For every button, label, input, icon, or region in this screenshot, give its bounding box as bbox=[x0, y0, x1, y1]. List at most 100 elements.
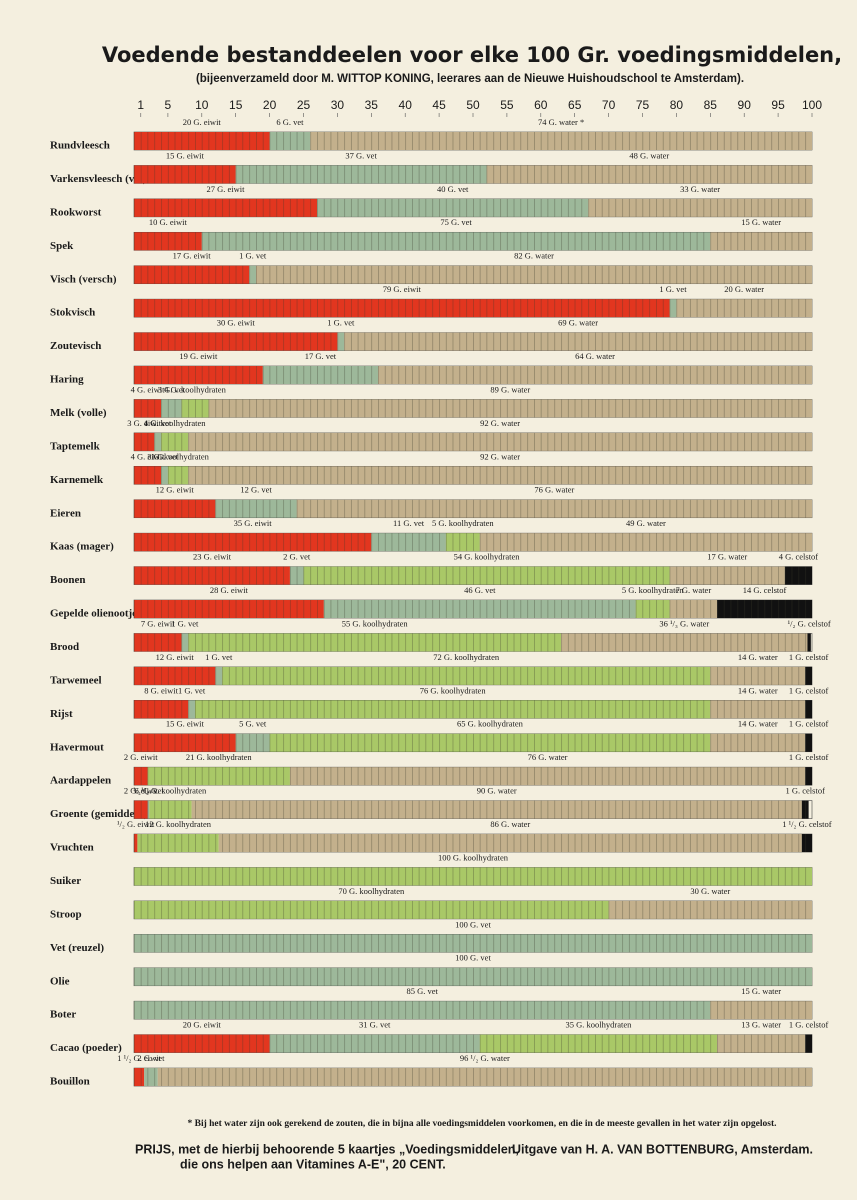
value-label: 15 G. eiwit bbox=[166, 150, 205, 160]
hatch bbox=[134, 800, 812, 819]
value-label: 1 G. vet bbox=[178, 685, 206, 695]
x-tick-label: 50 bbox=[466, 98, 480, 112]
value-label: 85 G. vet bbox=[406, 986, 438, 996]
value-label: 96 ¹/₂ G. water bbox=[460, 1053, 510, 1063]
value-label: 33 G. water bbox=[680, 184, 720, 194]
hatch bbox=[134, 600, 812, 619]
hatch bbox=[134, 366, 812, 385]
value-label: 1 G. celstof bbox=[786, 786, 826, 796]
value-label: 4 G. koolhydraten bbox=[164, 384, 226, 394]
x-tick-label: 65 bbox=[568, 98, 582, 112]
value-label: 89 G. water bbox=[490, 384, 530, 394]
category-label: Rijst bbox=[50, 708, 73, 720]
category-label: Visch (versch) bbox=[50, 273, 117, 285]
value-label: 5 G. koolhydraten bbox=[622, 585, 684, 595]
value-label: 100 G. vet bbox=[455, 953, 491, 963]
value-label: 30 G. eiwit bbox=[217, 318, 256, 328]
x-tick-label: 70 bbox=[602, 98, 616, 112]
hatch bbox=[134, 399, 812, 418]
category-label: Rundvleesch bbox=[50, 140, 110, 152]
value-label: 2 G. eiwit bbox=[124, 786, 158, 796]
x-tick-label: 45 bbox=[432, 98, 446, 112]
value-label: 1 G. celstof bbox=[789, 685, 829, 695]
category-label: Gepelde olienootjes bbox=[50, 608, 142, 620]
category-label: Eieren bbox=[50, 507, 81, 519]
x-tick-label: 30 bbox=[331, 98, 345, 112]
value-label: 4 G. celstof bbox=[779, 552, 819, 562]
value-label: 1 G. vet bbox=[659, 284, 687, 294]
hatch bbox=[134, 132, 812, 150]
category-label: Olie bbox=[50, 975, 70, 987]
value-label: 5 G. vet bbox=[239, 719, 267, 729]
value-label: 36 ¹/₃ G. water bbox=[659, 618, 709, 628]
x-tick-label: 40 bbox=[399, 98, 413, 112]
value-label: 17 G. vet bbox=[305, 351, 337, 361]
hatch bbox=[134, 265, 812, 284]
value-label: 100 G. koolhydraten bbox=[438, 852, 509, 862]
hatch bbox=[134, 499, 812, 518]
x-tick-label: 15 bbox=[229, 98, 243, 112]
value-label: 75 G. vet bbox=[440, 217, 472, 227]
category-label: Boonen bbox=[50, 574, 85, 586]
value-label: 28 G. eiwit bbox=[210, 585, 249, 595]
value-label: 17 G. water bbox=[707, 552, 747, 562]
value-label: 4 G. eiwit bbox=[131, 451, 165, 461]
category-label: Groente (gemiddeld) bbox=[50, 808, 148, 820]
footer: die ons helpen aan Vitamines A-E", 20 CE… bbox=[180, 1157, 446, 1171]
category-label: Karnemelk bbox=[50, 474, 104, 486]
value-label: 54 G. koolhydraten bbox=[454, 552, 521, 562]
value-label: 30 G. water bbox=[690, 886, 730, 896]
hatch bbox=[134, 332, 812, 351]
category-label: Vet (reuzel) bbox=[50, 942, 104, 954]
value-label: 17 G. eiwit bbox=[173, 251, 212, 261]
hatch bbox=[134, 232, 812, 251]
value-label: 49 G. water bbox=[626, 518, 666, 528]
value-label: 15 G. water bbox=[741, 986, 781, 996]
hatch bbox=[134, 533, 812, 552]
value-label: 14 G. water bbox=[738, 652, 778, 662]
value-label: 65 G. koolhydraten bbox=[457, 719, 524, 729]
category-label: Stokvisch bbox=[50, 307, 95, 319]
category-label: Haring bbox=[50, 374, 84, 386]
value-label: 74 G. water * bbox=[538, 117, 584, 127]
category-label: Stroop bbox=[50, 908, 82, 920]
hatch bbox=[134, 1068, 812, 1087]
hatch bbox=[134, 834, 812, 853]
value-label: 3 G. koolhydraten bbox=[147, 451, 209, 461]
value-label: 92 G. water bbox=[480, 451, 520, 461]
value-label: 10 G. eiwit bbox=[149, 217, 188, 227]
value-label: 5 G. koolhydraten bbox=[432, 518, 494, 528]
x-tick-label: 100 bbox=[802, 98, 822, 112]
hatch bbox=[134, 299, 812, 318]
chart-title: Voedende bestanddeelen voor elke 100 Gr.… bbox=[102, 43, 842, 67]
value-label: 3 G. vet bbox=[158, 384, 186, 394]
x-tick-label: 75 bbox=[636, 98, 650, 112]
category-label: Melk (volle) bbox=[50, 407, 107, 419]
value-label: 1 G. vet bbox=[151, 451, 179, 461]
value-label: 7 G. water bbox=[676, 585, 712, 595]
x-tick-label: 10 bbox=[195, 98, 209, 112]
hatch bbox=[134, 466, 812, 485]
value-label: 86 G. water bbox=[490, 819, 530, 829]
value-label: 70 G. koolhydraten bbox=[338, 886, 405, 896]
x-tick-label: 85 bbox=[704, 98, 718, 112]
value-label: 14 G. celstof bbox=[743, 585, 787, 595]
value-label: ¹/₂ G. celstof bbox=[788, 618, 831, 628]
category-label: Suiker bbox=[50, 875, 81, 887]
hatch bbox=[134, 165, 812, 184]
value-label: 64 G. water bbox=[575, 351, 615, 361]
value-label: 1 G. celstof bbox=[789, 1020, 829, 1030]
x-tick-label: 90 bbox=[738, 98, 752, 112]
x-tick-label: 80 bbox=[670, 98, 684, 112]
chart-subtitle: (bijeenverzameld door M. WITTOP KONING, … bbox=[196, 73, 744, 85]
value-label: 11 G. vet bbox=[393, 518, 425, 528]
category-label: Zoutevisch bbox=[50, 340, 101, 352]
category-label: Vruchten bbox=[50, 842, 94, 854]
value-label: 1 ¹/₂ G. eiwit bbox=[117, 1053, 161, 1063]
value-label: 76 G. water bbox=[528, 752, 568, 762]
hatch bbox=[134, 1001, 812, 1020]
value-label: 13 G. water bbox=[741, 1020, 781, 1030]
value-label: 1 G. vet bbox=[239, 251, 267, 261]
value-label: 69 G. water bbox=[558, 318, 598, 328]
